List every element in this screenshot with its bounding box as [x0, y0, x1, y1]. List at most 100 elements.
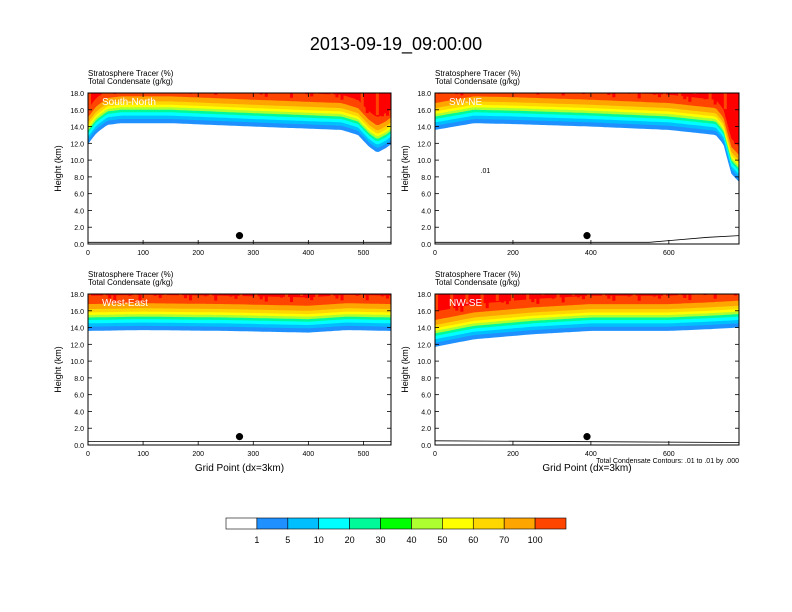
- figure-title: 2013-09-19_09:00:00: [310, 34, 482, 55]
- tracer-stripe: [607, 294, 611, 299]
- colorbar-box: [503, 517, 536, 530]
- tracer-band-7: [435, 93, 739, 164]
- plot-frame: [87, 293, 392, 446]
- y-tick-label: 8.0: [421, 175, 431, 182]
- tracer-stripe: [93, 93, 97, 99]
- x-tick-label: 500: [358, 451, 370, 458]
- plot-frame: [87, 92, 392, 245]
- tracer-stripe: [713, 294, 717, 299]
- y-tick-label: 4.0: [421, 409, 431, 416]
- y-tick-label: 18.0: [417, 292, 431, 299]
- tracer-stripe: [455, 294, 459, 311]
- y-tick-label: 10.0: [70, 158, 84, 165]
- tracer-stripe: [465, 294, 469, 303]
- tracer-stripe: [723, 93, 727, 110]
- tracer-stripe: [113, 294, 117, 301]
- x-tick-label: 0: [433, 451, 437, 458]
- tracer-stripe: [688, 93, 692, 102]
- tracer-stripe: [556, 294, 560, 301]
- panel-subtitle-tracer: Stratosphere Tracer (%): [88, 270, 174, 279]
- tracer-stripe: [460, 93, 464, 96]
- tracer-stripe: [505, 294, 509, 305]
- tracer-stripe: [683, 294, 687, 298]
- tracer-stripe: [652, 294, 656, 297]
- colorbar-box: [256, 517, 289, 530]
- y-tick-label: 2.0: [421, 426, 431, 433]
- x-tick-label: 200: [192, 451, 204, 458]
- tracer-stripe: [663, 294, 667, 301]
- tracer-stripe: [536, 294, 540, 304]
- y-tick-label: 2.0: [74, 426, 84, 433]
- tracer-stripe: [500, 294, 504, 303]
- y-tick-label: 4.0: [74, 409, 84, 416]
- y-tick-label: 8.0: [74, 376, 84, 383]
- colorbar-box: [380, 517, 412, 530]
- panel-label: NW-SE: [449, 298, 482, 309]
- tracer-stripe: [355, 294, 359, 296]
- tracer-stripe: [370, 93, 374, 110]
- tracer-stripe: [128, 294, 132, 296]
- y-axis-label: Height (km): [400, 145, 410, 192]
- y-tick-label: 16.0: [70, 108, 84, 115]
- x-tick-label: 0: [86, 451, 90, 458]
- y-tick-label: 6.0: [74, 192, 84, 199]
- tracer-stripe: [728, 93, 732, 131]
- colorbar-label: 20: [345, 535, 355, 545]
- tracer-stripe: [385, 93, 389, 116]
- tracer-stripe: [683, 93, 687, 100]
- station-marker: [583, 232, 591, 240]
- tracer-stripe: [450, 294, 454, 310]
- x-tick-label: 0: [433, 250, 437, 257]
- y-tick-label: 18.0: [70, 292, 84, 299]
- x-axis-label: Grid Point (dx=3km): [195, 463, 284, 474]
- tracer-stripe: [531, 294, 535, 303]
- tracer-stripe: [300, 294, 304, 296]
- contour-footnote: Total Condensate Contours: .01 to .01 by…: [596, 458, 739, 465]
- tracer-band-6: [435, 93, 739, 166]
- tracer-stripe: [254, 294, 258, 298]
- tracer-stripe: [108, 294, 112, 299]
- tracer-stripe: [688, 294, 692, 300]
- tracer-stripe: [470, 294, 474, 304]
- tracer-stripe: [440, 294, 444, 308]
- colorbar-box: [287, 517, 320, 530]
- tracer-stripe: [330, 93, 334, 96]
- tracer-stripe: [385, 294, 389, 299]
- tracer-stripe: [88, 294, 92, 301]
- y-tick-label: 10.0: [70, 359, 84, 366]
- tracer-stripe: [189, 294, 193, 301]
- x-tick-label: 500: [358, 250, 370, 257]
- tracer-band-9: [88, 93, 391, 126]
- y-tick-label: 0.0: [74, 242, 84, 249]
- tracer-stripe: [733, 294, 737, 296]
- x-tick-label: 300: [247, 451, 259, 458]
- x-tick-label: 300: [247, 250, 259, 257]
- tracer-stripe: [713, 93, 717, 105]
- station-marker: [235, 433, 244, 441]
- colorbar-box: [472, 517, 505, 530]
- tracer-stripe: [632, 294, 636, 299]
- tracer-stripe: [305, 93, 309, 95]
- panel-subtitle-tracer: Stratosphere Tracer (%): [435, 69, 521, 78]
- tracer-stripe: [663, 93, 667, 100]
- panel-subtitle-condensate: Total Condensate (g/kg): [435, 77, 520, 86]
- y-tick-label: 16.0: [70, 309, 84, 316]
- colorbar-box: [534, 517, 567, 530]
- colorbar-box: [411, 517, 443, 530]
- tracer-stripe: [637, 93, 641, 99]
- tracer-stripe: [460, 294, 464, 312]
- panel-label: SW-NE: [449, 97, 482, 108]
- tracer-stripe: [259, 294, 263, 300]
- tracer-stripe: [305, 294, 309, 299]
- tracer-stripe: [612, 294, 616, 301]
- x-tick-label: 200: [507, 451, 519, 458]
- y-axis-label: Height (km): [53, 145, 63, 192]
- panel-west-east: Stratosphere Tracer (%)Total Condensate …: [53, 270, 392, 474]
- panel-subtitle-tracer: Stratosphere Tracer (%): [435, 270, 521, 279]
- tracer-field: [88, 294, 391, 445]
- y-tick-label: 18.0: [70, 91, 84, 98]
- tracer-stripe: [330, 294, 334, 297]
- tracer-stripe: [718, 93, 722, 101]
- tracer-stripe: [703, 93, 707, 100]
